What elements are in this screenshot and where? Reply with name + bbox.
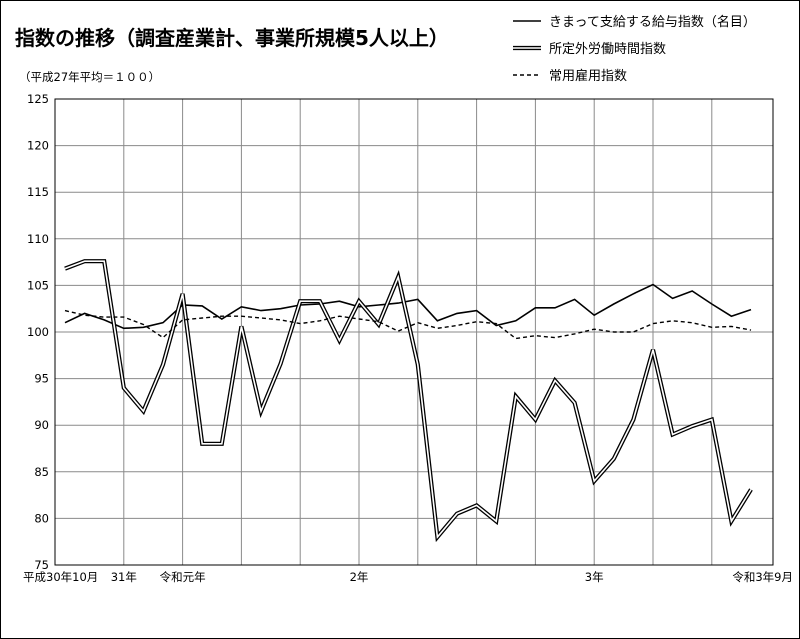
y-tick-label: 95 [34, 372, 49, 386]
y-tick-label: 85 [34, 465, 49, 479]
x-axis: 平成30年10月 31年 令和元年 2年 3年 令和3年9月 [23, 570, 793, 584]
y-tick-label: 125 [27, 92, 49, 106]
y-tick-label: 120 [27, 139, 49, 153]
chart-subtitle: （平成27年平均＝１００） [19, 70, 160, 84]
series-lines [64, 259, 753, 543]
y-axis: 75 80 85 90 95 100 105 110 115 120 125 [27, 92, 49, 572]
series-1 [64, 259, 753, 543]
y-tick-label: 100 [27, 325, 49, 339]
legend-label-wage: きまって支給する給与指数（名目） [549, 14, 756, 30]
plot-area [54, 98, 774, 566]
legend-label-employment: 常用雇用指数 [549, 68, 627, 84]
legend-label-overtime: 所定外労働時間指数 [549, 42, 666, 57]
x-tick-label: 令和元年 [160, 570, 206, 584]
chart-title: 指数の推移（調査産業計、事業所規模5人以上） [15, 26, 449, 50]
y-tick-label: 90 [34, 418, 49, 432]
x-tick-label: 2年 [350, 570, 369, 584]
legend: きまって支給する給与指数（名目） 所定外労働時間指数 常用雇用指数 [513, 14, 756, 84]
y-tick-label: 110 [27, 232, 49, 246]
x-tick-label: 令和3年9月 [732, 570, 793, 584]
y-tick-label: 80 [34, 511, 49, 525]
x-tick-label: 3年 [585, 570, 604, 584]
x-tick-label: 平成30年10月 [23, 570, 98, 584]
x-tick-label: 31年 [111, 570, 137, 584]
series-2 [64, 309, 752, 340]
series-line-overtime-inner [64, 260, 752, 539]
series-line-overtime-outer [64, 259, 753, 543]
series-line-employment [64, 309, 752, 340]
y-tick-label: 75 [34, 558, 49, 572]
y-tick-label: 115 [27, 185, 49, 199]
grid [55, 98, 773, 566]
y-tick-label: 105 [27, 278, 49, 292]
